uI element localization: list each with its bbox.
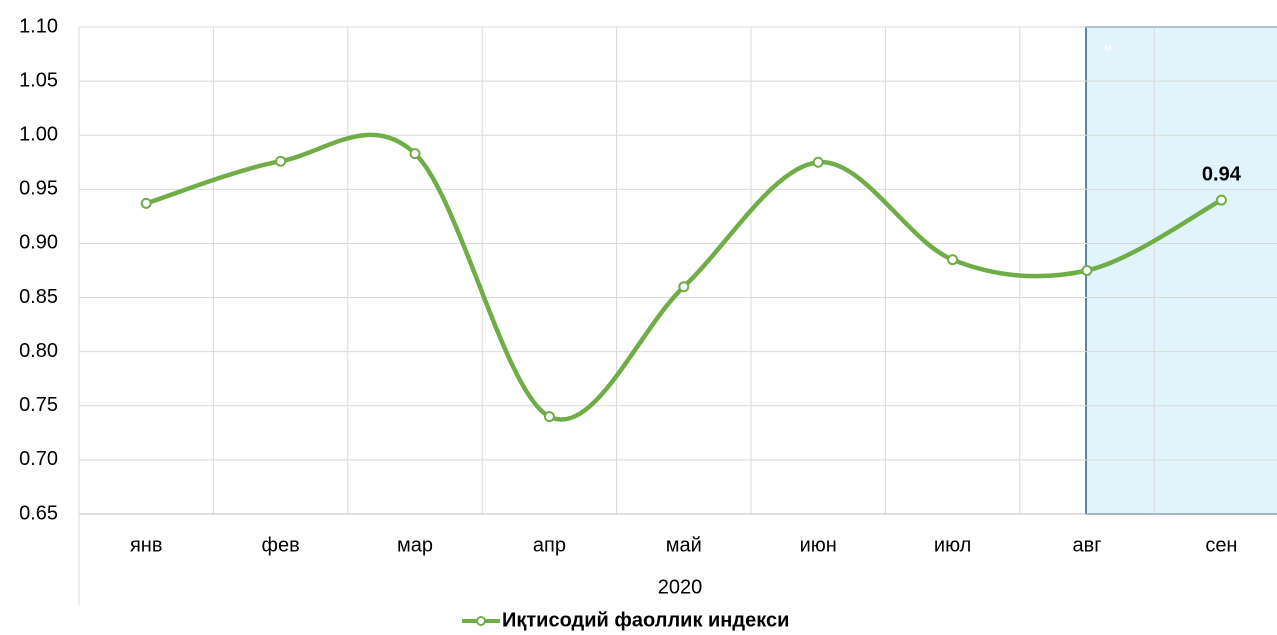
- y-tick-label: 1.05: [19, 69, 58, 91]
- annotation: м: [1104, 42, 1112, 54]
- y-tick-label: 1.10: [19, 15, 58, 37]
- y-tick-label: 0.75: [19, 394, 58, 416]
- point: [275, 155, 287, 167]
- point: [1215, 194, 1227, 206]
- x-tick-label: янв: [130, 534, 163, 556]
- x-tick-label: фев: [261, 534, 299, 556]
- point: [947, 254, 959, 266]
- y-tick-label: 0.80: [19, 340, 58, 362]
- point: [1081, 265, 1093, 276]
- highlight-box: [1085, 26, 1277, 515]
- y-tick-label: 0.70: [19, 448, 58, 470]
- point: [140, 197, 152, 209]
- x-tick-label: авг: [1072, 534, 1101, 556]
- y-tick-label: 0.85: [19, 286, 58, 308]
- x-axis-label: 2020: [658, 576, 703, 598]
- y-tick-label: 0.95: [19, 178, 58, 200]
- y-tick-label: 0.65: [19, 502, 58, 524]
- x-tick-label: июн: [800, 534, 837, 556]
- data-label: 0.94: [1202, 163, 1242, 185]
- y-tick-label: 1.00: [19, 124, 58, 146]
- legend-marker: [476, 616, 486, 626]
- point: [812, 156, 824, 168]
- series-line: [145, 132, 1223, 422]
- x-tick-label: май: [666, 534, 702, 556]
- x-tick-label: сен: [1205, 534, 1237, 556]
- x-tick-label: июл: [934, 534, 971, 556]
- point: [678, 281, 690, 293]
- point: [409, 148, 421, 160]
- point: [543, 411, 555, 423]
- legend-label: Иқтисодий фаоллик индекси: [502, 609, 789, 631]
- y-tick-label: 0.90: [19, 232, 58, 254]
- x-tick-label: мар: [397, 534, 433, 556]
- x-tick-label: апр: [533, 534, 566, 556]
